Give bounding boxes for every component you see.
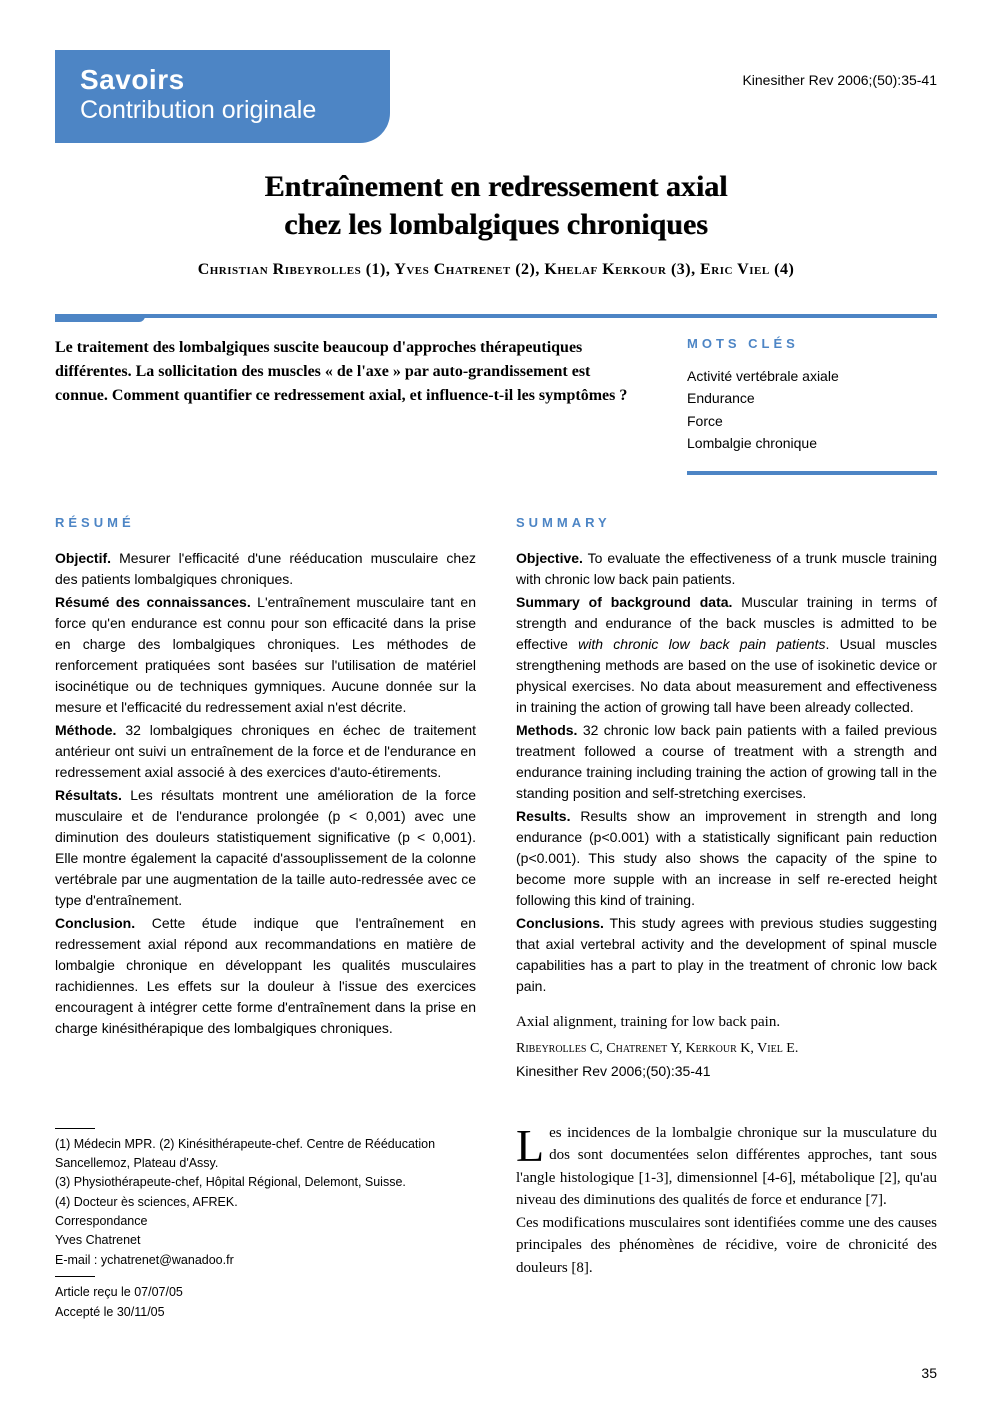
intro-p2: Ces modifications musculaires sont ident…: [516, 1215, 937, 1276]
resume-resultats-text: Les résultats montrent une amélioration …: [55, 787, 476, 908]
summary-background-label: Summary of background data.: [516, 594, 732, 610]
authors-line: Christian Ribeyrolles (1), Yves Chatrene…: [75, 261, 917, 279]
header-citation: Kinesither Rev 2006;(50):35-41: [742, 72, 937, 88]
keyword-item: Lombalgie chronique: [687, 432, 937, 454]
page: Savoirs Contribution originale Kinesithe…: [0, 0, 992, 1403]
resume-column: RÉSUMÉ Objectif. Mesurer l'efficacité d'…: [55, 513, 476, 1082]
summary-heading: SUMMARY: [516, 513, 937, 533]
section-badge: Savoirs Contribution originale: [55, 50, 390, 143]
keywords-box: MOTS CLÉS Activité vertébrale axiale End…: [687, 336, 937, 475]
resume-heading: RÉSUMÉ: [55, 513, 476, 533]
lead-paragraph: Le traitement des lombalgiques suscite b…: [55, 336, 647, 475]
title-block: Entraînement en redressement axial chez …: [75, 168, 917, 279]
date-received: Article reçu le 07/07/05: [55, 1283, 476, 1302]
page-number: 35: [921, 1365, 937, 1381]
article-title: Entraînement en redressement axial chez …: [75, 168, 917, 243]
section-subtitle: Contribution originale: [80, 96, 360, 125]
resume-objectif: Objectif. Mesurer l'efficacité d'une réé…: [55, 548, 476, 590]
summary-methods: Methods. 32 chronic low back pain patien…: [516, 720, 937, 804]
section-title: Savoirs: [80, 64, 360, 96]
resume-conclusion: Conclusion. Cette étude indique que l'en…: [55, 913, 476, 1039]
resume-connaissances: Résumé des connaissances. L'entraînement…: [55, 592, 476, 718]
resume-methode: Méthode. 32 lombalgiques chroniques en é…: [55, 720, 476, 783]
affil-4: (4) Docteur ès sciences, AFREK.: [55, 1193, 476, 1212]
correspondence-email: E-mail : ychatrenet@wanadoo.fr: [55, 1251, 476, 1270]
lead-row: Le traitement des lombalgiques suscite b…: [55, 314, 937, 475]
summary-results-label: Results.: [516, 808, 570, 824]
header-banner: Savoirs Contribution originale Kinesithe…: [55, 50, 937, 143]
summary-methods-label: Methods.: [516, 722, 577, 738]
summary-background: Summary of background data. Muscular tra…: [516, 592, 937, 718]
summary-conclusions: Conclusions. This study agrees with prev…: [516, 913, 937, 997]
resume-conclusion-label: Conclusion.: [55, 915, 135, 931]
affil-3: (3) Physiothérapeute-chef, Hôpital Régio…: [55, 1173, 476, 1192]
resume-objectif-label: Objectif.: [55, 550, 111, 566]
correspondence-label: Correspondance: [55, 1212, 476, 1231]
keyword-item: Endurance: [687, 387, 937, 409]
summary-results-text: Results show an improvement in strength …: [516, 808, 937, 908]
summary-methods-text: 32 chronic low back pain patients with a…: [516, 722, 937, 801]
keyword-item: Force: [687, 410, 937, 432]
resume-resultats-label: Résultats.: [55, 787, 122, 803]
affil-1-2: (1) Médecin MPR. (2) Kinésithérapeute-ch…: [55, 1135, 476, 1174]
resume-methode-text: 32 lombalgiques chroniques en échec de t…: [55, 722, 476, 780]
intro-paragraph: L es incidences de la lombalgie chroniqu…: [516, 1122, 937, 1322]
summary-objective: Objective. To evaluate the effectiveness…: [516, 548, 937, 590]
summary-objective-label: Objective.: [516, 550, 583, 566]
resume-objectif-text: Mesurer l'efficacité d'une rééducation m…: [55, 550, 476, 587]
summary-conclusions-label: Conclusions.: [516, 915, 604, 931]
intro-p1: es incidences de la lombalgie chronique …: [516, 1125, 937, 1209]
summary-background-em: with chronic low back pain patients: [578, 636, 825, 652]
resume-methode-label: Méthode.: [55, 722, 116, 738]
dropcap: L: [516, 1122, 549, 1165]
summary-results: Results. Results show an improvement in …: [516, 806, 937, 911]
resume-conclusion-text: Cette étude indique que l'entraînement e…: [55, 915, 476, 1036]
keyword-item: Activité vertébrale axiale: [687, 365, 937, 387]
keywords-heading: MOTS CLÉS: [687, 336, 937, 351]
footer-row: (1) Médecin MPR. (2) Kinésithérapeute-ch…: [55, 1122, 937, 1322]
resume-connaissances-text: L'entraînement musculaire tant en force …: [55, 594, 476, 715]
affiliations-block: (1) Médecin MPR. (2) Kinésithérapeute-ch…: [55, 1122, 476, 1322]
summary-column: SUMMARY Objective. To evaluate the effec…: [516, 513, 937, 1082]
english-citation: Kinesither Rev 2006;(50):35-41: [516, 1061, 937, 1082]
title-line-1: Entraînement en redressement axial: [265, 170, 728, 203]
abstract-row: RÉSUMÉ Objectif. Mesurer l'efficacité d'…: [55, 513, 937, 1082]
title-line-2: chez les lombalgiques chroniques: [284, 208, 708, 241]
divider-icon: [55, 1128, 95, 1129]
resume-connaissances-label: Résumé des connaissances.: [55, 594, 251, 610]
date-accepted: Accepté le 30/11/05: [55, 1303, 476, 1322]
resume-resultats: Résultats. Les résultats montrent une am…: [55, 785, 476, 911]
english-authors: Ribeyrolles C, Chatrenet Y, Kerkour K, V…: [516, 1038, 937, 1059]
divider-icon: [55, 1276, 95, 1277]
correspondence-name: Yves Chatrenet: [55, 1231, 476, 1250]
english-title: Axial alignment, training for low back p…: [516, 1011, 937, 1034]
